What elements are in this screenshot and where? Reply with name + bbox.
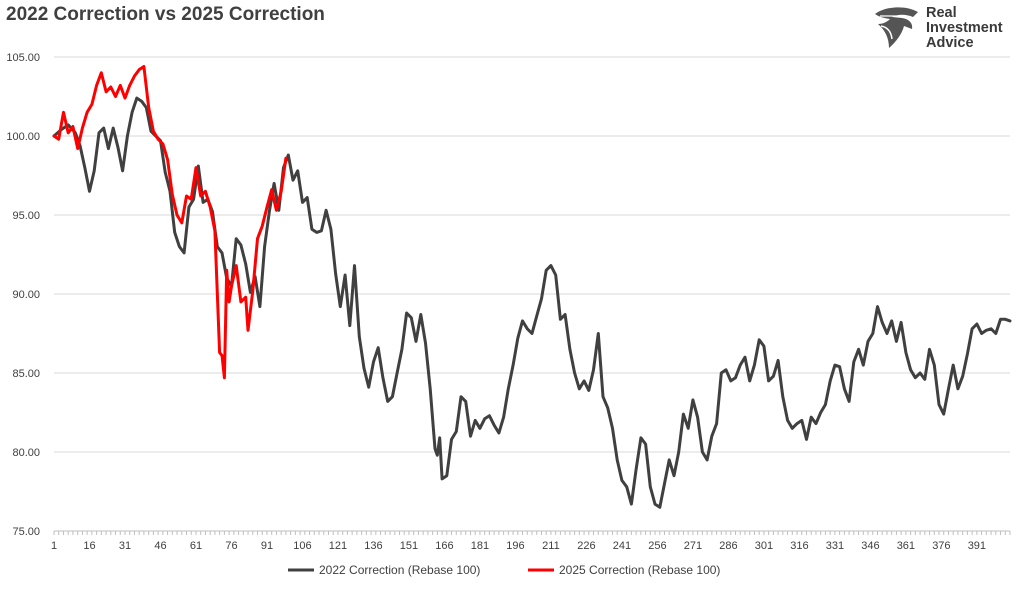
brand-name: Real Investment Advice — [926, 6, 1003, 51]
x-tick-label: 301 — [755, 540, 773, 552]
legend-label-2: 2025 Correction (Rebase 100) — [559, 563, 720, 577]
x-tick-label: 361 — [897, 540, 915, 552]
y-tick-label: 80.00 — [12, 447, 40, 459]
x-tick-label: 241 — [613, 540, 631, 552]
brand-line-2: Investment — [926, 20, 1003, 36]
series-line-2 — [52, 65, 288, 380]
page-title: 2022 Correction vs 2025 Correction — [6, 4, 325, 25]
x-tick-label: 61 — [190, 540, 202, 552]
series-line-1 — [52, 96, 1012, 509]
x-tick-label: 331 — [826, 540, 844, 552]
x-tick-label: 91 — [261, 540, 273, 552]
x-tick-label: 31 — [119, 540, 131, 552]
x-tick-label: 106 — [293, 540, 311, 552]
x-tick-label: 391 — [968, 540, 986, 552]
brand-line-1: Real — [926, 5, 957, 21]
x-tick-label: 121 — [329, 540, 347, 552]
eagle-head-icon — [875, 7, 918, 49]
x-tick-label: 76 — [225, 540, 237, 552]
x-tick-label: 196 — [506, 540, 524, 552]
y-tick-label: 90.00 — [12, 289, 40, 301]
gridlines — [54, 56, 1010, 453]
legend-label-1: 2022 Correction (Rebase 100) — [319, 563, 480, 577]
x-tick-label: 226 — [577, 540, 595, 552]
x-tick-label: 136 — [364, 540, 382, 552]
x-tick-label: 376 — [932, 540, 950, 552]
x-tick-label: 346 — [861, 540, 879, 552]
series-lines — [52, 65, 1012, 509]
x-tick-label: 166 — [435, 540, 453, 552]
y-tick-label: 85.00 — [12, 368, 40, 380]
y-tick-label: 100.00 — [6, 131, 40, 143]
x-tick-label: 316 — [790, 540, 808, 552]
legend: 2022 Correction (Rebase 100) 2025 Correct… — [288, 563, 720, 577]
x-tick-label: 271 — [684, 540, 702, 552]
x-tick-label: 16 — [83, 540, 95, 552]
x-tick-label: 1 — [51, 540, 57, 552]
y-tick-label: 75.00 — [12, 526, 40, 538]
x-tick-label: 181 — [471, 540, 489, 552]
y-tick-label: 95.00 — [12, 210, 40, 222]
x-tick-label: 46 — [154, 540, 166, 552]
x-tick-label: 286 — [719, 540, 737, 552]
x-tick-label: 151 — [400, 540, 418, 552]
y-axis-ticks: 75.00 80.00 85.00 90.00 95.00 100.00 105.00 — [6, 52, 40, 538]
y-tick-label: 105.00 — [6, 52, 40, 64]
x-tick-label: 256 — [648, 540, 666, 552]
brand-line-3: Advice — [926, 35, 974, 51]
x-tick-label: 211 — [542, 540, 560, 552]
brand-logo: Real Investment Advice — [872, 4, 1022, 52]
x-axis: 1 16 31 46 61 76 91 106 121 136 151 166 181 196 211 226… — [51, 530, 1011, 552]
